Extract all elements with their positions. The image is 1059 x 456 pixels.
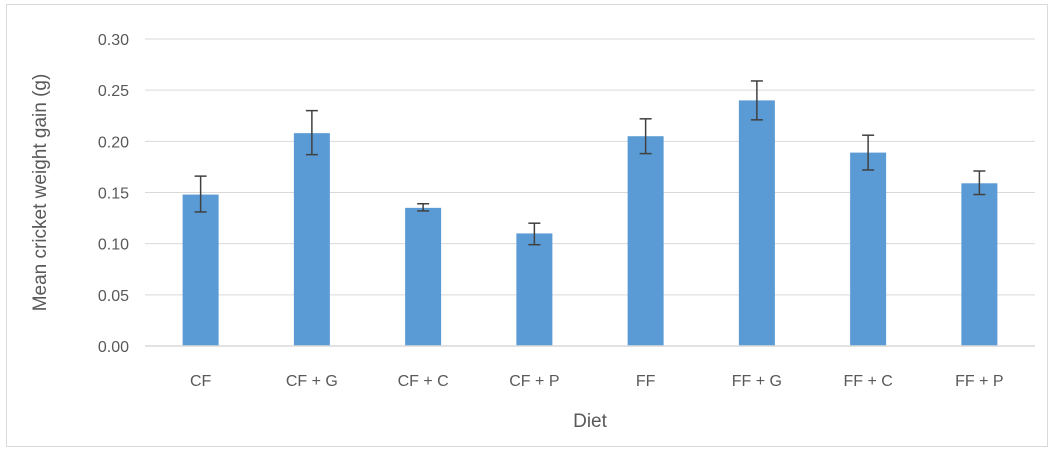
y-axis-ticks: 0.00 0.05 0.10 0.15 0.20 0.25 0.30: [98, 32, 129, 356]
y-tick-label: 0.00: [98, 339, 129, 356]
y-tick-label: 0.25: [98, 83, 129, 100]
bar: [961, 183, 998, 346]
x-tick-label: CF + C: [398, 373, 449, 390]
bar: [850, 152, 887, 346]
x-tick-label: FF + C: [843, 373, 892, 390]
x-axis-ticks: CF CF + G CF + C CF + P FF FF + G FF + C FF + P: [190, 373, 1004, 390]
y-tick-label: 0.05: [98, 288, 129, 305]
y-tick-label: 0.30: [98, 32, 129, 49]
error-bar: [528, 222, 541, 246]
error-bar: [417, 203, 430, 212]
bar: [293, 133, 330, 346]
y-tick-label: 0.10: [98, 237, 129, 254]
x-tick-label: FF + P: [955, 373, 1003, 390]
x-tick-label: FF: [636, 373, 656, 390]
x-axis-title: Diet: [573, 411, 608, 432]
y-axis-title: Mean cricket weight gain (g): [30, 74, 51, 312]
bar: [182, 194, 219, 346]
error-bar: [973, 170, 986, 196]
gridlines: [145, 38, 1035, 296]
y-tick-label: 0.20: [98, 134, 129, 151]
x-tick-label: CF + P: [509, 373, 559, 390]
x-tick-label: CF: [190, 373, 212, 390]
error-bar: [639, 118, 652, 155]
bar: [516, 233, 553, 346]
error-bar: [194, 175, 207, 213]
bar: [627, 136, 664, 346]
bar: [405, 207, 442, 346]
bars: [182, 100, 998, 347]
bar: [738, 100, 775, 347]
error-bars: [194, 80, 986, 246]
x-tick-label: FF + G: [732, 373, 782, 390]
y-tick-label: 0.15: [98, 186, 129, 203]
error-bar: [862, 134, 875, 171]
x-tick-label: CF + G: [286, 373, 338, 390]
error-bar: [305, 109, 318, 156]
error-bar: [750, 80, 763, 121]
